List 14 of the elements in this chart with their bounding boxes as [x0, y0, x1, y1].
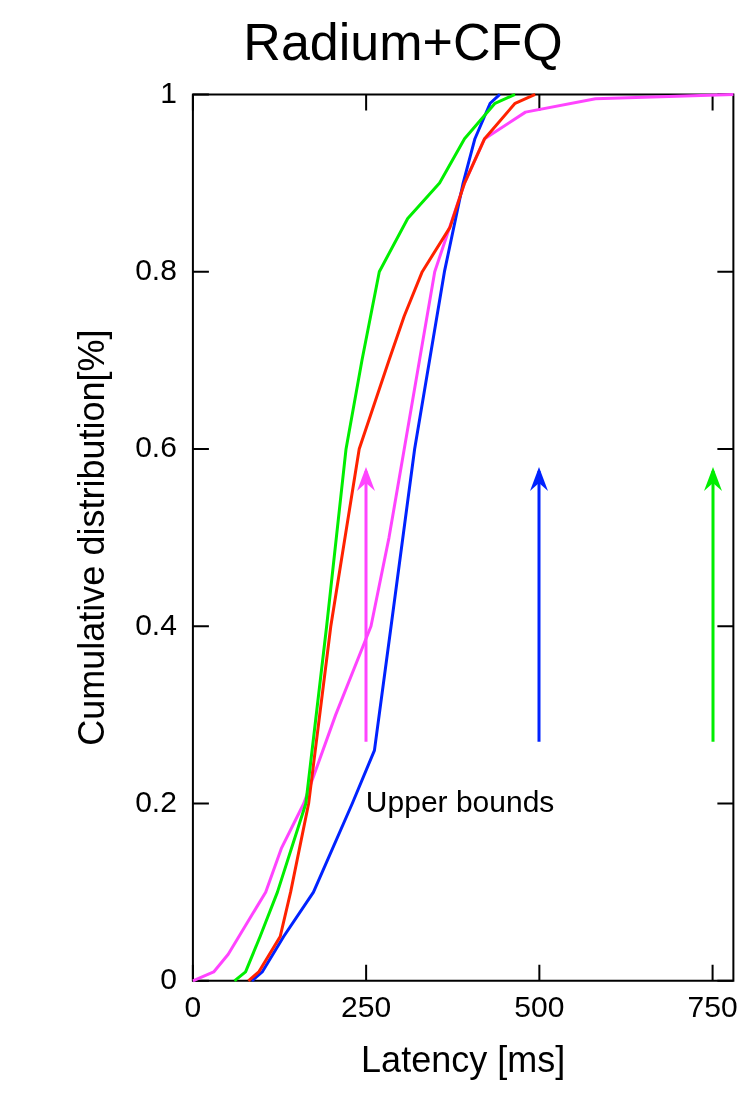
- y-tick-label: 0.8: [135, 252, 177, 286]
- x-tick-label: 500: [514, 990, 565, 1024]
- y-tick-label: 0: [160, 962, 177, 996]
- chart-title: Radium+CFQ: [243, 12, 563, 71]
- x-tick-label: 0: [184, 990, 202, 1024]
- y-tick-label: 0.2: [135, 784, 177, 818]
- y-axis-title: Cumulative distribution[%]: [70, 329, 112, 746]
- y-tick-label: 0.6: [135, 430, 177, 464]
- x-axis-title: Latency [ms]: [361, 1039, 566, 1081]
- y-tick-label: 1: [160, 75, 177, 109]
- x-tick-label: 250: [341, 990, 392, 1024]
- x-tick-label: 750: [687, 990, 738, 1024]
- annotation: Upper bounds: [365, 784, 555, 818]
- y-tick-label: 0.4: [135, 607, 177, 641]
